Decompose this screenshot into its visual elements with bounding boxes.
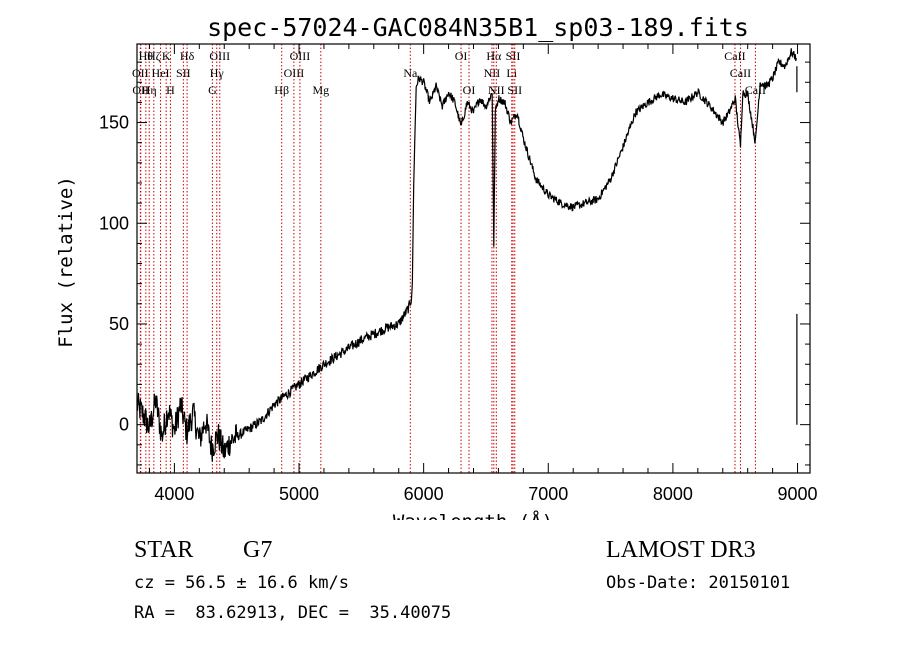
x-tick-label: 5000 [279,484,319,504]
line-marker-label: K [162,49,171,63]
line-marker-label: Hα [486,49,502,63]
line-marker-label: G [208,83,217,97]
y-tick-label: 150 [99,113,129,133]
line-marker-label: Hζ [147,49,161,63]
line-marker-label: Hγ [210,66,225,80]
line-marker-label: CaII [730,66,751,80]
x-tick-label: 6000 [404,484,444,504]
coordinates-text: RA = 83.62913, DEC = 35.40075 [134,603,452,623]
x-tick-label: 7000 [528,484,568,504]
line-marker-label: OIII [290,49,311,63]
spectrum-line [136,48,798,462]
object-subclass: G7 [243,537,273,563]
chart-title: spec-57024-GAC084N35B1_sp03-189.fits [207,13,749,42]
line-marker-label: Hη [142,83,157,97]
object-class: STAR [134,537,194,563]
y-axis-label: Flux (relative) [55,176,77,348]
line-marker-label: HeI [152,66,170,80]
axis-ticks: 4000 5000 6000 7000 8000 9000 0 50 100 150 [99,44,818,504]
line-marker-label: Hδ [180,49,195,63]
survey-name: LAMOST DR3 [606,537,756,563]
plot-frame [136,43,811,474]
line-marker-label: NII [484,66,501,80]
line-marker-label: Hβ [274,83,289,97]
line-marker-label: OIII [284,66,305,80]
line-marker-label: SII [507,83,522,97]
y-tick-label: 100 [99,213,129,233]
obs-date: Obs-Date: 20150101 [606,573,791,593]
line-marker-label: Na [403,66,418,80]
line-marker-label: SII [176,66,191,80]
x-tick-label: 9000 [778,484,818,504]
line-marker-label: CaII [724,49,745,63]
line-marker-label: Mg [312,83,329,97]
x-axis-label: Wavelength (Å) [393,510,553,520]
y-tick-label: 50 [109,314,129,334]
x-tick-label: 4000 [154,484,194,504]
x-tick-label: 8000 [653,484,693,504]
spectrum-chart: spec-57024-GAC084N35B1_sp03-189.fits OII… [55,13,818,520]
line-markers: OIIOIIHθHηHζHeIKHSIIHδGHγOIIIHβOIIIOIIIM… [132,44,766,473]
line-marker-label: OI [463,83,476,97]
line-marker-label: Li [506,66,517,80]
line-marker-label: SII [506,49,521,63]
line-marker-label: OI [455,49,468,63]
redshift-text: cz = 56.5 ± 16.6 km/s [134,573,349,593]
line-marker-label: OIII [209,49,230,63]
line-marker-label: H [166,83,175,97]
y-tick-label: 0 [119,415,129,435]
